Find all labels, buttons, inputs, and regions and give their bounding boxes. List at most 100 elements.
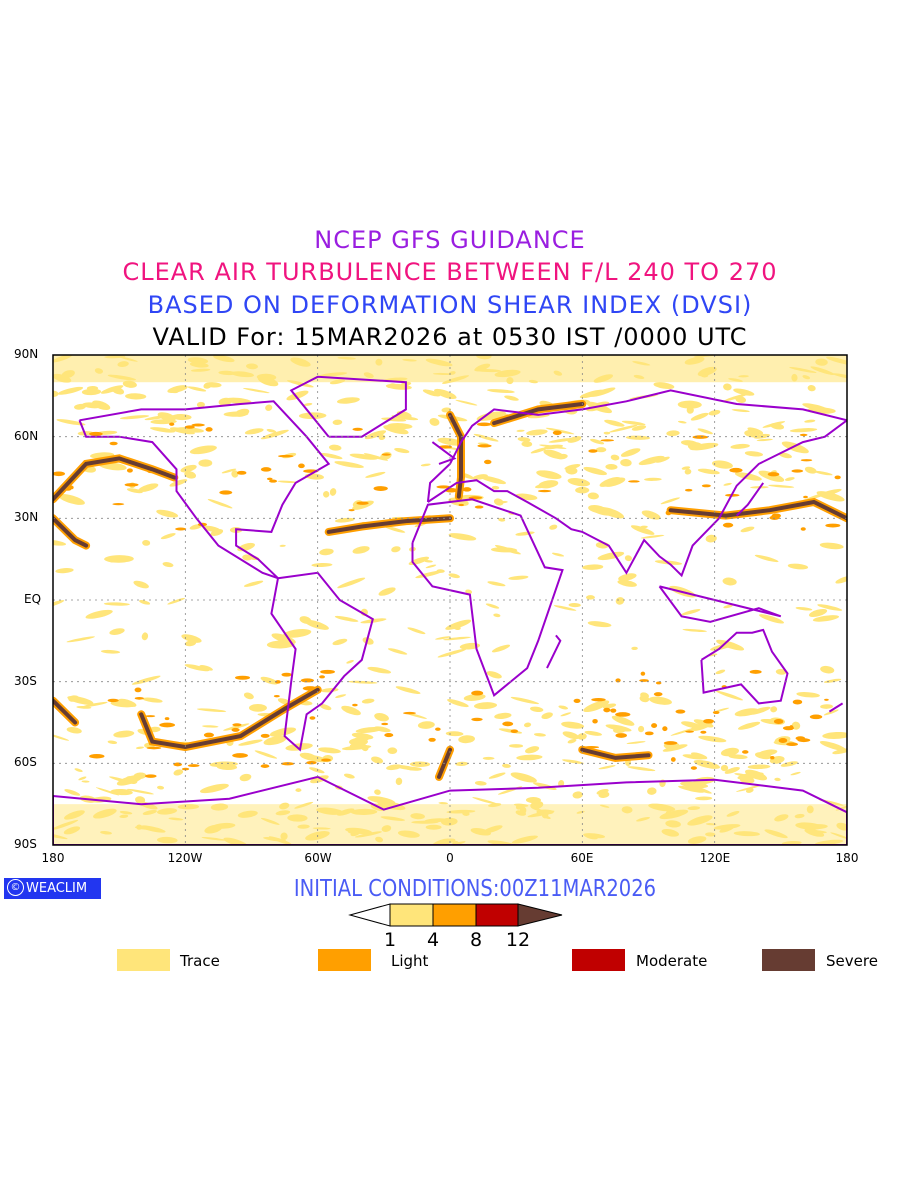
coastline (828, 702, 844, 713)
trace-patch (224, 397, 252, 404)
trace-patch (82, 402, 102, 409)
light-patch (809, 714, 823, 720)
jet-severe-core (53, 698, 78, 725)
light-patch (300, 678, 315, 683)
trace-patch (482, 756, 495, 760)
trace-patch (722, 577, 737, 586)
trace-patch (705, 534, 717, 543)
light-patch (373, 486, 388, 491)
light-patch (690, 766, 697, 770)
trace-patch (242, 387, 270, 394)
trace-patch (318, 747, 341, 754)
trace-patch (465, 589, 473, 595)
trace-patch (638, 455, 665, 466)
light-patch (236, 470, 247, 475)
light-patch (684, 488, 693, 492)
trace-patch (677, 400, 702, 409)
light-patch (477, 444, 492, 448)
trace-patch (720, 764, 729, 772)
trace-patch (309, 767, 325, 774)
trace-patch (435, 636, 451, 640)
trace-patch (567, 436, 582, 443)
colorbar-light (432, 903, 477, 927)
trace-patch (95, 787, 120, 796)
trace-patch (198, 459, 213, 467)
trace-patch (631, 646, 638, 651)
trace-patch (303, 402, 313, 406)
trace-patch (58, 494, 85, 505)
trace-patch (144, 415, 170, 421)
light-patch (476, 422, 492, 427)
trace-patch (448, 573, 460, 579)
trace-patch (176, 427, 204, 433)
trace-patch (181, 634, 202, 643)
light-patch (144, 774, 157, 778)
light-patch (348, 509, 355, 512)
trace-patch (405, 766, 422, 771)
trace-patch (715, 669, 726, 675)
trace-patch (53, 539, 67, 546)
light-patch (266, 477, 273, 481)
light-patch (675, 709, 686, 714)
light-patch (306, 761, 317, 765)
light-patch (384, 733, 394, 738)
trace-patch (57, 386, 84, 395)
trace-patch (618, 573, 637, 581)
trace-patch (693, 759, 721, 769)
coastline (658, 585, 782, 623)
coastline (270, 571, 374, 752)
light-patch (231, 727, 240, 732)
trace-patch (66, 727, 82, 734)
trace-patch (558, 705, 569, 710)
trace-patch (781, 441, 809, 454)
trace-patch (434, 388, 457, 400)
trace-patch (367, 666, 392, 674)
trace-patch (817, 604, 843, 611)
trace-patch (66, 636, 96, 643)
trace-patch (409, 761, 431, 767)
light-patch (232, 723, 242, 727)
trace-patch (209, 761, 239, 768)
trace-patch (533, 782, 557, 790)
trace-patch (173, 769, 184, 776)
trace-patch (243, 692, 254, 700)
trace-patch (611, 715, 635, 726)
trace-patch (320, 452, 343, 460)
trace-patch (417, 721, 435, 729)
trace-patch (666, 430, 680, 437)
trace-patch (189, 445, 217, 455)
trace-patch (533, 733, 546, 737)
trace-patch (423, 560, 433, 563)
light-patch (651, 723, 658, 728)
colorbar-tick: 12 (505, 929, 531, 951)
trace-patch (420, 463, 431, 467)
trace-patch (113, 730, 135, 738)
trace-patch (582, 564, 604, 570)
trace-patch (199, 664, 213, 671)
light-patch (600, 439, 615, 442)
light-patch (510, 729, 519, 734)
trace-patch (584, 730, 602, 736)
trace-patch (774, 777, 781, 782)
trace-patch (67, 695, 94, 705)
trace-patch (55, 568, 74, 574)
trace-patch (218, 397, 232, 406)
trace-patch (770, 422, 785, 430)
trace-patch (712, 460, 733, 469)
trace-patch (437, 648, 467, 658)
trace-patch (334, 615, 359, 622)
trace-patch (295, 788, 302, 792)
title-valid-time: VALID For: 15MAR2026 at 0530 IST /0000 U… (152, 323, 748, 351)
trace-patch (142, 539, 151, 546)
trace-patch (364, 430, 387, 440)
trace-patch (347, 680, 378, 684)
trace-patch (260, 429, 289, 440)
light-patch (159, 722, 176, 728)
trace-patch (118, 698, 137, 707)
lat-label: 60S (14, 755, 37, 769)
light-patch (663, 741, 678, 745)
trace-patch (103, 602, 130, 606)
trace-patch (277, 480, 297, 483)
trace-patch (543, 444, 564, 450)
trace-patch (498, 728, 523, 734)
